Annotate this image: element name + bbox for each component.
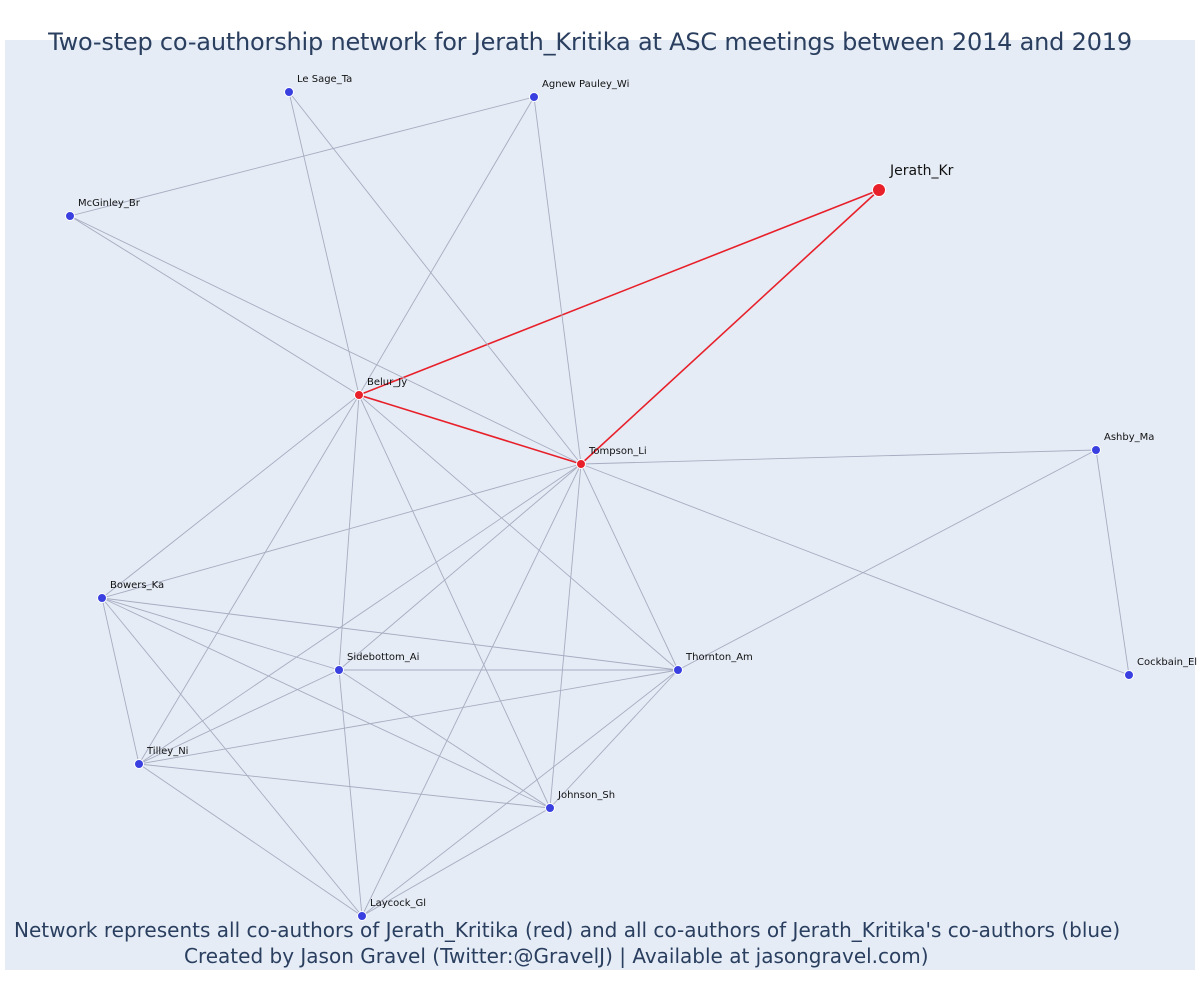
- node-marker[interactable]: [529, 92, 539, 102]
- edge-bowers-ka-thornton-am: [101, 597, 679, 671]
- edge-belur-jy-bowers-ka: [101, 394, 360, 599]
- edge-tompson-li-tilley-ni: [138, 463, 582, 765]
- edge-mcginley-br-tompson-li: [69, 215, 582, 465]
- edge-tompson-li-laycock-gl: [361, 463, 582, 917]
- node-jerath-kr[interactable]: Jerath_Kr: [872, 163, 954, 197]
- edge-bowers-ka-tilley-ni: [101, 597, 140, 765]
- caption-line-1: Network represents all co-authors of Jer…: [14, 918, 1121, 942]
- edge-jerath-kr-belur-jy: [358, 189, 880, 396]
- edge-tompson-li-johnson-sh: [549, 463, 582, 809]
- node-marker[interactable]: [357, 911, 367, 921]
- node-marker[interactable]: [673, 665, 683, 675]
- node-label: Johnson_Sh: [557, 790, 615, 801]
- node-laycock-gl[interactable]: Laycock_Gl: [357, 898, 427, 921]
- nodes-layer: Jerath_Kr Belur_Jy Tompson_Li Le Sage_Ta Agn…: [65, 74, 1198, 921]
- node-marker[interactable]: [284, 87, 294, 97]
- node-bowers-ka[interactable]: Bowers_Ka: [97, 580, 165, 603]
- node-tilley-ni[interactable]: Tilley_Ni: [134, 746, 189, 769]
- edge-thornton-am-laycock-gl: [361, 669, 679, 917]
- edge-ashby-ma-thornton-am: [677, 449, 1097, 671]
- edge-sidebottom-ai-johnson-sh: [338, 669, 551, 809]
- edge-tompson-li-thornton-am: [580, 463, 679, 671]
- edge-le-sage-ta-tompson-li: [288, 91, 582, 465]
- node-label: Le Sage_Ta: [297, 74, 352, 85]
- node-tompson-li[interactable]: Tompson_Li: [576, 446, 647, 469]
- edge-le-sage-ta-belur-jy: [288, 91, 360, 396]
- node-marker[interactable]: [1124, 670, 1134, 680]
- node-label: Tilley_Ni: [146, 746, 188, 757]
- node-le-sage-ta[interactable]: Le Sage_Ta: [284, 74, 353, 97]
- edge-jerath-kr-tompson-li: [580, 189, 880, 465]
- edge-belur-jy-sidebottom-ai: [338, 394, 360, 671]
- edges-layer: [69, 91, 1130, 917]
- edge-bowers-ka-johnson-sh: [101, 597, 551, 809]
- node-cockbain-el[interactable]: Cockbain_El: [1124, 657, 1198, 680]
- edge-tilley-ni-johnson-sh: [138, 763, 551, 809]
- edge-johnson-sh-laycock-gl: [361, 807, 551, 917]
- edge-ashby-ma-cockbain-el: [1095, 449, 1130, 676]
- edge-belur-jy-tilley-ni: [138, 394, 360, 765]
- edge-tompson-li-sidebottom-ai: [338, 463, 582, 671]
- node-mcginley-br[interactable]: McGinley_Br: [65, 198, 141, 221]
- node-marker[interactable]: [65, 211, 75, 221]
- node-sidebottom-ai[interactable]: Sidebottom_Ai: [334, 652, 420, 675]
- node-ashby-ma[interactable]: Ashby_Ma: [1091, 432, 1155, 455]
- node-marker[interactable]: [545, 803, 555, 813]
- node-label: Agnew Pauley_Wi: [542, 79, 629, 90]
- chart-title: Two-step co-authorship network for Jerat…: [48, 28, 1132, 56]
- node-label: Laycock_Gl: [370, 898, 426, 909]
- node-marker[interactable]: [97, 593, 107, 603]
- node-johnson-sh[interactable]: Johnson_Sh: [545, 790, 616, 813]
- node-label: Thornton_Am: [685, 652, 753, 663]
- edge-bowers-ka-sidebottom-ai: [101, 597, 340, 671]
- node-thornton-am[interactable]: Thornton_Am: [673, 652, 753, 675]
- edge-agnew-pauley-wi-belur-jy: [358, 96, 535, 396]
- edge-sidebottom-ai-tilley-ni: [138, 669, 340, 765]
- node-belur-jy[interactable]: Belur_Jy: [354, 377, 408, 400]
- node-marker[interactable]: [576, 459, 586, 469]
- edge-tompson-li-cockbain-el: [580, 463, 1130, 676]
- edge-mcginley-br-belur-jy: [69, 215, 360, 396]
- edge-tilley-ni-laycock-gl: [138, 763, 363, 917]
- node-agnew-pauley-wi[interactable]: Agnew Pauley_Wi: [529, 79, 630, 102]
- edge-tompson-li-ashby-ma: [580, 449, 1097, 465]
- edge-sidebottom-ai-laycock-gl: [338, 669, 363, 917]
- node-label: Cockbain_El: [1137, 657, 1197, 668]
- edge-tompson-li-bowers-ka: [101, 463, 582, 599]
- node-marker[interactable]: [354, 390, 364, 400]
- node-marker[interactable]: [334, 665, 344, 675]
- node-label: Jerath_Kr: [889, 163, 954, 179]
- node-label: Bowers_Ka: [110, 580, 164, 591]
- node-marker[interactable]: [1091, 445, 1101, 455]
- node-label: Belur_Jy: [367, 377, 407, 388]
- edge-belur-jy-johnson-sh: [358, 394, 551, 809]
- node-marker[interactable]: [872, 183, 886, 197]
- edge-belur-jy-thornton-am: [358, 394, 679, 671]
- node-label: Tompson_Li: [588, 446, 647, 457]
- edge-bowers-ka-laycock-gl: [101, 597, 363, 917]
- node-label: Sidebottom_Ai: [347, 652, 419, 663]
- edge-thornton-am-johnson-sh: [549, 669, 679, 809]
- edge-thornton-am-tilley-ni: [138, 669, 679, 765]
- node-label: McGinley_Br: [78, 198, 141, 209]
- node-label: Ashby_Ma: [1104, 432, 1154, 443]
- edge-agnew-pauley-wi-tompson-li: [533, 96, 582, 465]
- edge-belur-jy-tompson-li: [358, 394, 582, 465]
- caption-line-2: Created by Jason Gravel (Twitter:@Gravel…: [184, 944, 929, 968]
- edge-agnew-pauley-wi-mcginley-br: [69, 96, 535, 217]
- node-marker[interactable]: [134, 759, 144, 769]
